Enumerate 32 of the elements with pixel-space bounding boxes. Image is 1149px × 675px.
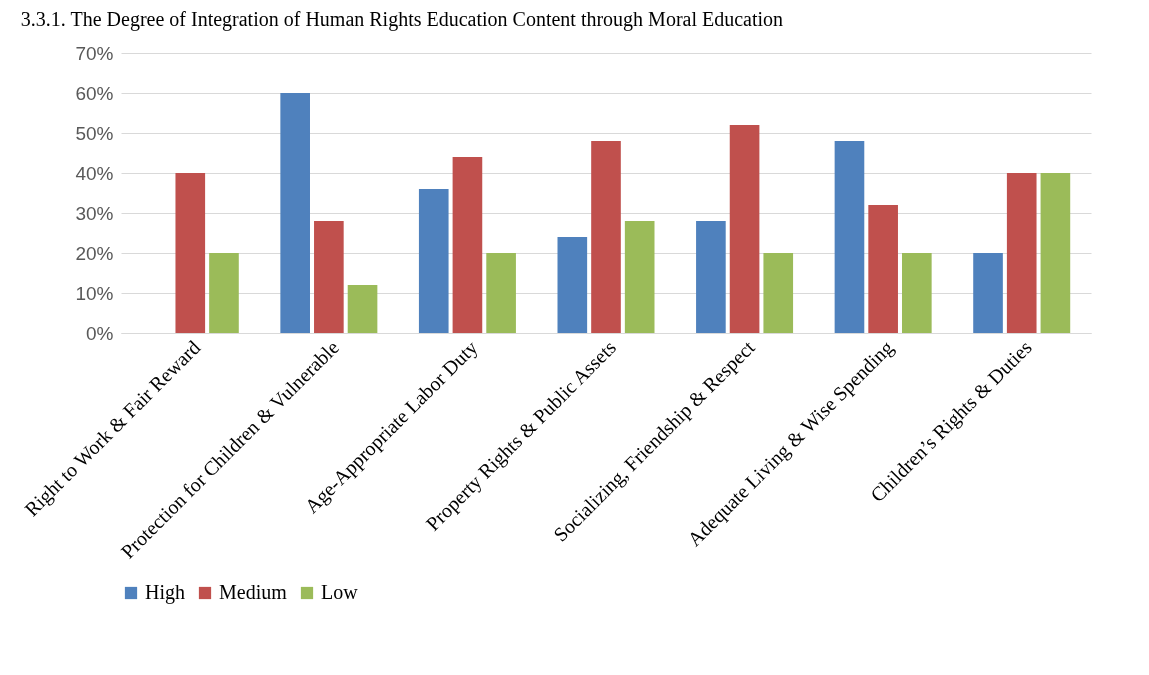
bar [209,253,239,333]
bar [486,253,516,333]
bar [696,221,726,333]
bar [280,93,310,333]
y-tick-label: 70% [75,42,114,64]
legend-label: Low [321,581,359,603]
bar [591,141,621,333]
bar [1040,173,1071,333]
bar [834,141,865,333]
bar [452,157,483,333]
bar [902,253,932,333]
bar [1006,173,1037,333]
y-tick-label: 50% [75,122,114,144]
y-tick-label: 40% [75,162,114,184]
y-tick-label: 20% [75,242,114,264]
y-tick-label: 10% [75,282,114,304]
chart-title: 3.3.1. The Degree of Integration of Human Rights Education Content through Moral Education [20,8,784,31]
legend-label: Medium [219,581,288,603]
bar [314,221,344,333]
bar [347,285,378,333]
bar [973,253,1003,333]
bar [624,221,655,333]
legend-label: High [145,581,185,604]
bar [175,173,206,333]
y-tick-label: 60% [75,82,114,104]
y-tick-label: 30% [75,202,114,224]
bar [557,237,588,333]
bar [763,253,794,333]
bar [868,205,898,333]
y-tick-label: 0% [86,322,114,344]
bar [729,125,760,333]
bar [418,189,449,333]
